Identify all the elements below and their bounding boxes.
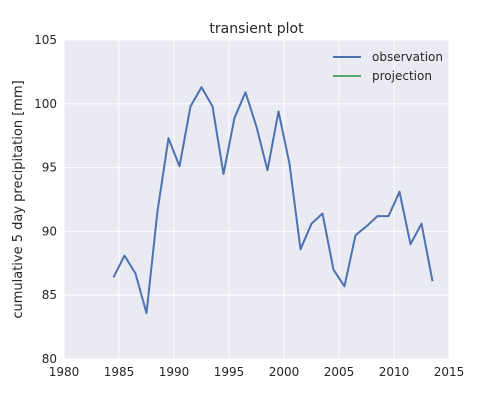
x-tick-label: 2010 <box>379 365 410 379</box>
legend-label-projection: projection <box>372 69 432 83</box>
y-tick-label: 90 <box>42 224 57 238</box>
x-tick-label: 2005 <box>324 365 355 379</box>
series-lines <box>112 86 434 315</box>
x-tick-label: 1980 <box>49 365 80 379</box>
chart-title: transient plot <box>209 21 304 37</box>
y-tick-labels: 80 85 90 95 100 105 <box>34 33 57 366</box>
y-tick-label: 95 <box>42 161 57 175</box>
grid <box>63 39 450 360</box>
x-tick-labels: 1980 1985 1990 1995 2000 2005 2010 2015 <box>49 365 465 379</box>
series-line-observation <box>112 86 434 315</box>
legend: observation projection <box>333 50 443 83</box>
y-tick-label: 100 <box>34 97 57 111</box>
x-tick-label: 2015 <box>434 365 465 379</box>
x-tick-label: 1985 <box>104 365 135 379</box>
y-tick-label: 105 <box>34 33 57 47</box>
y-tick-label: 80 <box>42 352 57 366</box>
y-tick-label: 85 <box>42 288 57 302</box>
x-tick-label: 2000 <box>269 365 300 379</box>
plot-background <box>64 40 449 359</box>
legend-label-observation: observation <box>372 50 443 64</box>
x-tick-label: 1995 <box>214 365 245 379</box>
y-axis-label: cumulative 5 day precipitation [mm] <box>11 80 26 318</box>
x-tick-label: 1990 <box>159 365 190 379</box>
